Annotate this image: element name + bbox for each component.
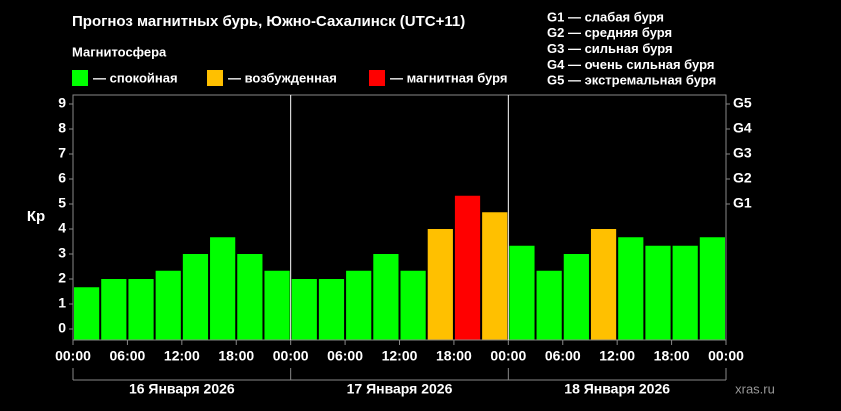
- bar: [155, 270, 181, 340]
- bar: [373, 254, 399, 340]
- day-label: 16 Января 2026: [129, 381, 235, 397]
- bar: [482, 212, 508, 340]
- bar: [318, 279, 345, 340]
- x-tick-label: 12:00: [599, 348, 635, 364]
- bar: [74, 287, 100, 340]
- day-label: 17 Января 2026: [347, 381, 453, 397]
- bar: [264, 270, 290, 340]
- y-tick-label: 9: [58, 95, 66, 111]
- storm-legend-item: G4 — очень сильная буря: [547, 57, 714, 72]
- bar: [645, 245, 671, 340]
- watermark: xras.ru: [735, 381, 775, 396]
- x-tick-label: 00:00: [55, 348, 91, 364]
- bar: [182, 254, 209, 340]
- chart-title: Прогноз магнитных бурь, Южно-Сахалинск (…: [72, 13, 465, 30]
- bar: [618, 237, 644, 340]
- y-tick-label: 5: [58, 195, 66, 211]
- y2-tick-label: G5: [733, 95, 752, 111]
- y-tick-label: 2: [58, 270, 66, 286]
- bar: [101, 279, 127, 340]
- bar: [454, 195, 481, 340]
- bar: [427, 229, 453, 340]
- chart-subtitle: Магнитосфера: [72, 44, 167, 59]
- y-tick-label: 3: [58, 245, 66, 261]
- y-tick-label: 8: [58, 120, 66, 136]
- day-label: 18 Января 2026: [564, 381, 670, 397]
- y-tick-label: 0: [58, 320, 66, 336]
- bar: [699, 237, 725, 340]
- bar: [672, 245, 698, 340]
- bar: [509, 245, 535, 340]
- storm-legend-item: G1 — слабая буря: [547, 9, 664, 24]
- legend-label: — возбужденная: [228, 70, 337, 85]
- x-tick-label: 18:00: [436, 348, 472, 364]
- x-tick-label: 00:00: [273, 348, 309, 364]
- y-tick-label: 7: [58, 145, 66, 161]
- x-tick-label: 00:00: [490, 348, 526, 364]
- bar: [400, 270, 426, 340]
- x-tick-label: 12:00: [164, 348, 200, 364]
- y-tick-label: 6: [58, 170, 66, 186]
- bar: [563, 254, 589, 340]
- storm-legend-item: G2 — средняя буря: [547, 25, 672, 40]
- x-tick-label: 18:00: [654, 348, 690, 364]
- y2-tick-label: G1: [733, 195, 752, 211]
- bar: [346, 270, 372, 340]
- x-tick-label: 06:00: [545, 348, 581, 364]
- y2-tick-label: G3: [733, 145, 752, 161]
- y-tick-label: 1: [58, 295, 66, 311]
- y-axis-label: Кр: [27, 208, 45, 225]
- legend-swatch: [72, 70, 88, 86]
- y-tick-label: 4: [58, 220, 66, 236]
- x-tick-label: 06:00: [327, 348, 363, 364]
- legend-label: — магнитная буря: [390, 70, 507, 85]
- x-tick-label: 18:00: [218, 348, 254, 364]
- x-tick-label: 00:00: [708, 348, 744, 364]
- bar: [237, 254, 263, 340]
- storm-legend-item: G3 — сильная буря: [547, 41, 673, 56]
- legend-swatch: [369, 70, 385, 86]
- bar: [536, 270, 562, 340]
- legend-label: — спокойная: [93, 70, 178, 85]
- bar: [128, 279, 154, 340]
- bar: [210, 237, 236, 340]
- bar: [590, 229, 617, 340]
- x-tick-label: 12:00: [382, 348, 418, 364]
- storm-legend-item: G5 — экстремальная буря: [547, 73, 716, 88]
- y2-tick-label: G2: [733, 170, 752, 186]
- bar: [291, 279, 317, 340]
- legend-swatch: [207, 70, 223, 86]
- x-tick-label: 06:00: [110, 348, 146, 364]
- y2-tick-label: G4: [733, 120, 752, 136]
